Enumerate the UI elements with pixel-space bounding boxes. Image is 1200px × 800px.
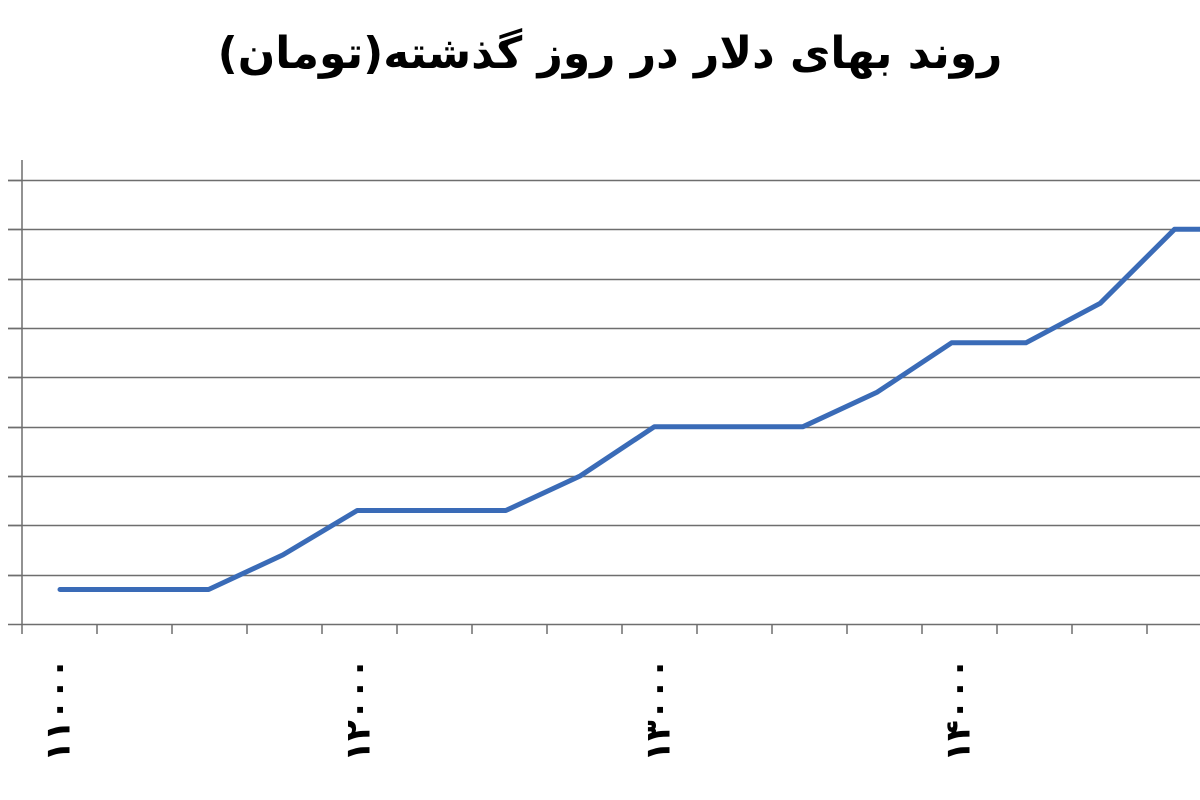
x-tick-label: ۱۲۰۰۰ <box>339 658 379 762</box>
series-line <box>57 226 1200 592</box>
chart-title: روند بهای دلار در روز گذشته(تومان) <box>217 28 1003 79</box>
series-layer <box>57 226 1200 592</box>
axes <box>8 160 1200 634</box>
x-tick-labels: ۱۱۰۰۰ ۱۲۰۰۰ ۱۳۰۰۰ ۱۴۰۰۰ <box>39 658 979 762</box>
grid-lines <box>8 179 1200 577</box>
x-tick-label: ۱۳۰۰۰ <box>639 658 679 762</box>
x-tick-label: ۱۱۰۰۰ <box>39 658 79 762</box>
x-tick-label: ۱۴۰۰۰ <box>939 658 979 762</box>
